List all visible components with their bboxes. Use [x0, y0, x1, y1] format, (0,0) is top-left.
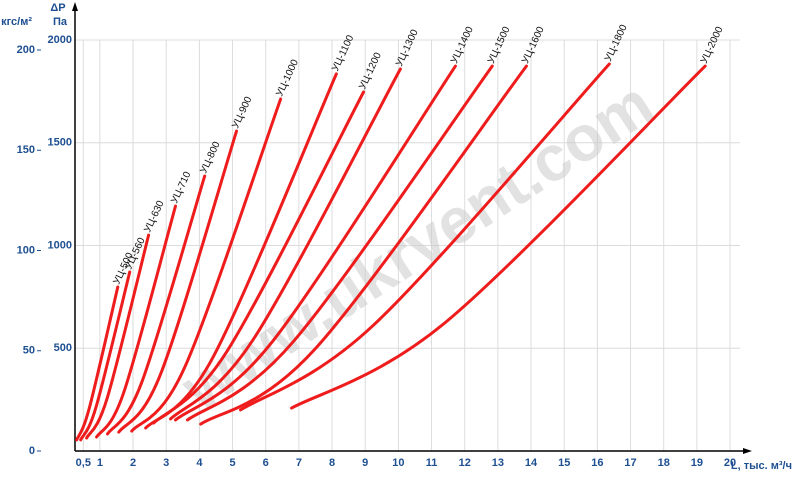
x-tick-label: 1: [97, 457, 103, 469]
curve: [75, 285, 120, 442]
curve-label: УЦ-1200: [357, 51, 384, 92]
x-tick-label: 0,5: [76, 457, 91, 469]
y-tick-label: 500: [54, 342, 72, 354]
curve: [117, 129, 239, 434]
curve-label: УЦ-1800: [603, 23, 630, 64]
curve-label: УЦ-1500: [486, 25, 513, 66]
x-tick-label: 17: [624, 457, 636, 469]
curve: [239, 62, 611, 412]
x-tick-label: 13: [492, 457, 504, 469]
curve: [85, 233, 151, 440]
x-tick-label: 16: [591, 457, 603, 469]
curve-label: УЦ-800: [198, 140, 222, 176]
x-tick-label: 8: [329, 457, 335, 469]
x-tick-label: 14: [525, 457, 538, 469]
curve: [173, 64, 457, 422]
curve-label: УЦ-900: [230, 95, 254, 131]
curve: [290, 64, 707, 410]
curve-label: УЦ-1100: [330, 33, 356, 73]
x-axis-arrow: [743, 448, 752, 454]
y-tick-label: 1500: [48, 137, 72, 149]
y-unit: Па: [53, 16, 68, 28]
x-tick-label: 12: [459, 457, 471, 469]
y2-tick-label: 150: [17, 144, 35, 156]
x-tick-label: 15: [558, 457, 570, 469]
x-tick-label: 5: [229, 457, 235, 469]
y-label: ΔP: [50, 2, 65, 14]
curve-label: УЦ-1600: [520, 25, 547, 66]
y-tick-label: 2000: [48, 34, 72, 46]
curve: [152, 90, 366, 425]
y2-unit: кгс/м²: [1, 16, 32, 28]
x-tick-label: 11: [426, 457, 438, 469]
x-tick-label: 20: [724, 457, 736, 469]
x-tick-label: 18: [658, 457, 670, 469]
y-axis-arrow: [72, 2, 78, 11]
x-label: L, тыс. м³/ч: [731, 460, 792, 472]
curve: [199, 64, 528, 426]
y2-tick-label: 0: [29, 445, 35, 457]
curve: [79, 270, 132, 442]
x-tick-label: 10: [392, 457, 404, 469]
curve: [185, 64, 494, 422]
y2-tick-label: 100: [17, 244, 35, 256]
y2-tick-label: 200: [17, 44, 35, 56]
y-tick-label: 1000: [48, 239, 72, 251]
y2-tick-label: 50: [23, 345, 35, 357]
curve-label: УЦ-1400: [449, 25, 476, 66]
x-tick-label: 9: [362, 457, 368, 469]
x-tick-label: 4: [196, 457, 203, 469]
curve-label: УЦ-630: [142, 199, 166, 235]
x-tick-label: 19: [691, 457, 703, 469]
x-tick-label: 2: [130, 457, 136, 469]
curve-label: УЦ-1000: [274, 58, 301, 99]
x-tick-label: 7: [296, 457, 302, 469]
x-tick-label: 3: [163, 457, 169, 469]
x-tick-label: 6: [263, 457, 269, 469]
curve: [169, 67, 402, 421]
curve-label: УЦ-2000: [699, 25, 726, 66]
curve: [95, 204, 177, 439]
curve: [106, 174, 207, 436]
curve: [130, 97, 283, 433]
curve-label: УЦ-710: [169, 170, 193, 206]
